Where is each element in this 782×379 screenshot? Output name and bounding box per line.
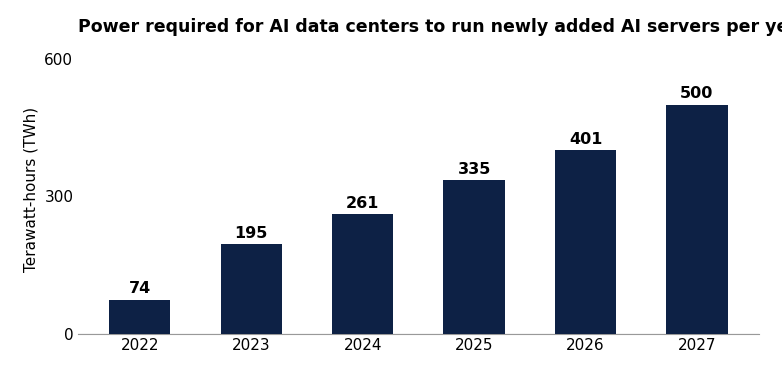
Bar bbox=[443, 180, 504, 334]
Bar bbox=[555, 150, 616, 334]
Bar bbox=[332, 214, 393, 334]
Text: 500: 500 bbox=[680, 86, 714, 101]
Text: Power required for AI data centers to run newly added AI servers per year: Power required for AI data centers to ru… bbox=[78, 17, 782, 36]
Text: 195: 195 bbox=[235, 226, 268, 241]
Bar bbox=[221, 244, 282, 334]
Bar bbox=[666, 105, 727, 334]
Y-axis label: Terawatt-hours (TWh): Terawatt-hours (TWh) bbox=[23, 107, 39, 272]
Text: 261: 261 bbox=[346, 196, 379, 210]
Bar bbox=[109, 300, 170, 334]
Text: 74: 74 bbox=[129, 281, 151, 296]
Text: 401: 401 bbox=[569, 132, 602, 147]
Text: 335: 335 bbox=[457, 162, 491, 177]
